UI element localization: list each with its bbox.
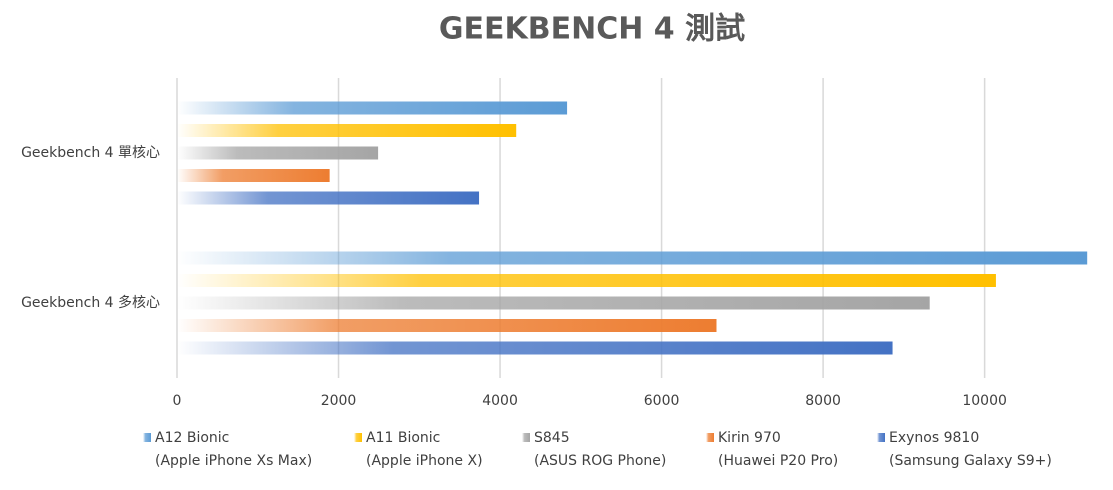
legend-label: Exynos 9810	[889, 430, 979, 446]
bar	[177, 296, 930, 310]
legend-label: (Huawei P20 Pro)	[718, 453, 838, 469]
legend-label: Kirin 970	[718, 430, 781, 446]
bar	[177, 341, 893, 355]
x-tick-label: 2000	[321, 393, 357, 409]
legend-label: (ASUS ROG Phone)	[534, 453, 666, 469]
legend-marker	[143, 433, 151, 442]
bar	[177, 191, 480, 205]
legend-label: A11 Bionic	[366, 430, 440, 446]
legend-label: (Apple iPhone X)	[366, 453, 483, 469]
legend-label: S845	[534, 430, 570, 446]
legend-marker	[706, 433, 714, 442]
y-tick-label: Geekbench 4 單核心	[21, 145, 160, 161]
x-tick-label: 8000	[805, 393, 841, 409]
x-tick-label: 10000	[962, 393, 1007, 409]
x-tick-label: 6000	[644, 393, 680, 409]
x-tick-label: 0	[173, 393, 182, 409]
x-tick-label: 4000	[482, 393, 518, 409]
legend-label: (Samsung Galaxy S9+)	[889, 453, 1052, 469]
bar	[177, 146, 379, 160]
legend-label: A12 Bionic	[155, 430, 229, 446]
y-tick-label: Geekbench 4 多核心	[21, 294, 160, 311]
bar	[177, 251, 1088, 265]
legend-marker	[522, 433, 530, 442]
bar	[177, 101, 568, 115]
bar	[177, 319, 717, 332]
bar	[177, 169, 330, 182]
chart-title: GEEKBENCH 4 測試	[439, 12, 745, 47]
legend-label: (Apple iPhone Xs Max)	[155, 453, 312, 469]
bar	[177, 124, 517, 137]
bar	[177, 274, 996, 287]
legend-marker	[354, 433, 362, 442]
legend-marker	[877, 433, 885, 442]
